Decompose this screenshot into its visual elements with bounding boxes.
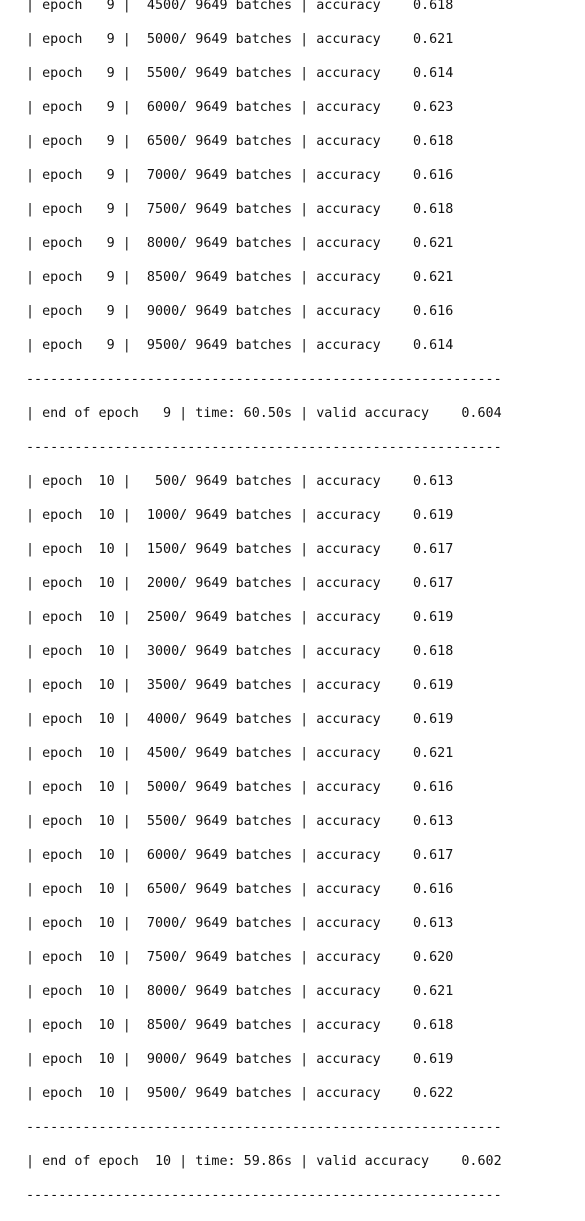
epoch-summary-line: | end of epoch 9 | time: 60.50s | valid … bbox=[26, 406, 502, 421]
log-line: | epoch 10 | 3500/ 9649 batches | accura… bbox=[26, 678, 454, 693]
log-line: | epoch 10 | 2000/ 9649 batches | accura… bbox=[26, 576, 454, 591]
log-line: | epoch 10 | 8500/ 9649 batches | accura… bbox=[26, 1018, 454, 1033]
log-line: | epoch 10 | 7000/ 9649 batches | accura… bbox=[26, 916, 454, 931]
log-line: | epoch 10 | 2500/ 9649 batches | accura… bbox=[26, 610, 454, 625]
log-line: | epoch 9 | 7000/ 9649 batches | accurac… bbox=[26, 168, 454, 183]
log-line: | epoch 9 | 7500/ 9649 batches | accurac… bbox=[26, 202, 454, 217]
log-line: | epoch 10 | 5500/ 9649 batches | accura… bbox=[26, 814, 454, 829]
log-line: | epoch 10 | 500/ 9649 batches | accurac… bbox=[26, 474, 454, 489]
log-line: | epoch 9 | 4500/ 9649 batches | accurac… bbox=[26, 0, 454, 13]
log-line: | epoch 9 | 5500/ 9649 batches | accurac… bbox=[26, 66, 454, 81]
log-line: | epoch 9 | 5000/ 9649 batches | accurac… bbox=[26, 32, 454, 47]
log-line: | epoch 10 | 5000/ 9649 batches | accura… bbox=[26, 780, 454, 795]
log-line: | epoch 9 | 8500/ 9649 batches | accurac… bbox=[26, 270, 454, 285]
training-log-output: | epoch 9 | 4500/ 9649 batches | accurac… bbox=[26, 0, 502, 1221]
log-line: | epoch 10 | 4000/ 9649 batches | accura… bbox=[26, 712, 454, 727]
log-line: | epoch 10 | 1000/ 9649 batches | accura… bbox=[26, 508, 454, 523]
log-line: | epoch 9 | 6500/ 9649 batches | accurac… bbox=[26, 134, 454, 149]
log-line: | epoch 10 | 6500/ 9649 batches | accura… bbox=[26, 882, 454, 897]
log-line: | epoch 10 | 1500/ 9649 batches | accura… bbox=[26, 542, 454, 557]
log-line: | epoch 10 | 4500/ 9649 batches | accura… bbox=[26, 746, 454, 761]
log-line: | epoch 10 | 7500/ 9649 batches | accura… bbox=[26, 950, 454, 965]
log-line: | epoch 9 | 9000/ 9649 batches | accurac… bbox=[26, 304, 454, 319]
log-line: | epoch 10 | 9000/ 9649 batches | accura… bbox=[26, 1052, 454, 1067]
log-line: | epoch 9 | 9500/ 9649 batches | accurac… bbox=[26, 338, 454, 353]
separator-line: ----------------------------------------… bbox=[26, 372, 502, 387]
log-line: | epoch 9 | 6000/ 9649 batches | accurac… bbox=[26, 100, 454, 115]
log-line: | epoch 9 | 8000/ 9649 batches | accurac… bbox=[26, 236, 454, 251]
separator-line: ----------------------------------------… bbox=[26, 440, 502, 455]
separator-line: ----------------------------------------… bbox=[26, 1120, 502, 1135]
log-line: | epoch 10 | 3000/ 9649 batches | accura… bbox=[26, 644, 454, 659]
log-line: | epoch 10 | 8000/ 9649 batches | accura… bbox=[26, 984, 454, 999]
log-line: | epoch 10 | 6000/ 9649 batches | accura… bbox=[26, 848, 454, 863]
epoch-summary-line: | end of epoch 10 | time: 59.86s | valid… bbox=[26, 1154, 502, 1169]
separator-line: ----------------------------------------… bbox=[26, 1188, 502, 1203]
log-line: | epoch 10 | 9500/ 9649 batches | accura… bbox=[26, 1086, 454, 1101]
